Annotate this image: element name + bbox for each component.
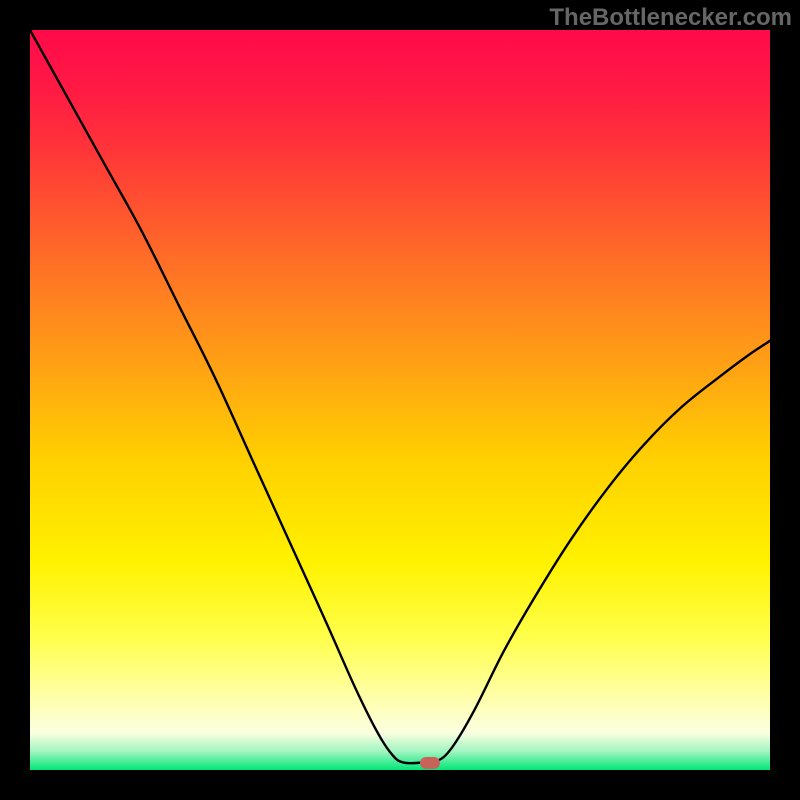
optimal-marker (420, 757, 440, 769)
chart-container: TheBottlenecker.com (0, 0, 800, 800)
watermark-text: TheBottlenecker.com (549, 4, 792, 32)
gradient-background (30, 30, 770, 770)
plot-area (30, 30, 770, 770)
